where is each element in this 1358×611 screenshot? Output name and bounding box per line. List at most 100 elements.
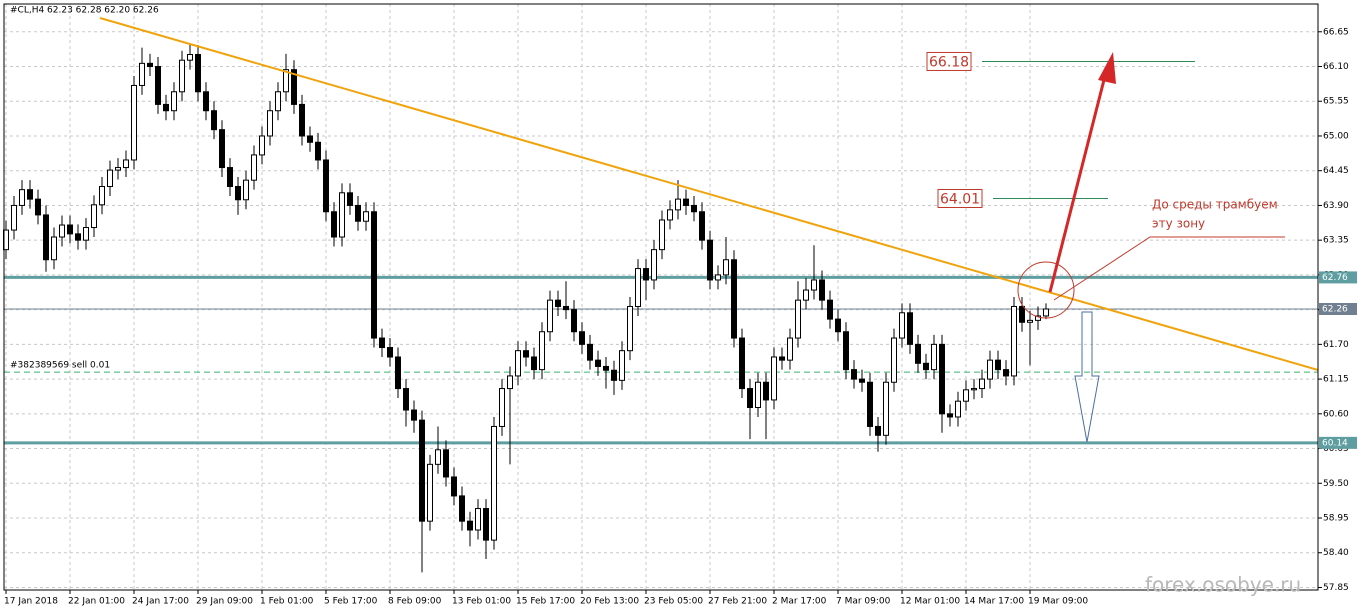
candle-body (595, 359, 601, 367)
candle-body (875, 425, 881, 436)
candle-body (291, 69, 297, 105)
candle-body (171, 91, 177, 112)
candle-body (11, 204, 17, 231)
target-box (926, 51, 972, 71)
candle-body (947, 413, 953, 418)
candle-body (67, 224, 73, 235)
candle-body (995, 359, 1001, 371)
y-tick-label: 65.55 (1323, 97, 1349, 107)
chart-header: #CL,H4 62.23 62.28 62.20 62.26 (10, 6, 159, 16)
candle-body (115, 167, 121, 171)
x-tick-label: 15 Feb 17:00 (516, 597, 575, 607)
candle-body (315, 141, 321, 161)
candle-body (571, 309, 577, 333)
candle-body (51, 236, 57, 261)
annotation-line: До среды трамбуем (1152, 198, 1278, 212)
candle-body (555, 299, 561, 307)
candle-body (963, 389, 969, 402)
candle-body (123, 159, 129, 169)
candle-body (611, 369, 617, 381)
trend-line (99, 17, 1319, 371)
level-label: 62.26 (1322, 304, 1348, 314)
y-tick-label: 60.60 (1323, 409, 1349, 419)
candle-body (411, 409, 417, 421)
candle-body (299, 103, 305, 137)
candle-body (939, 343, 945, 415)
candle-body (739, 337, 745, 390)
candle-body (243, 179, 249, 201)
y-tick-label: 64.45 (1323, 166, 1349, 176)
candle-body (915, 343, 921, 364)
level-box (1319, 302, 1357, 315)
candle-body (747, 388, 753, 409)
candle-body (219, 129, 225, 169)
target-box (937, 188, 983, 208)
candle-body (43, 214, 49, 261)
candle-body (107, 169, 113, 187)
candle-body (1035, 315, 1041, 321)
candle-body (507, 375, 513, 390)
candle-body (859, 378, 865, 383)
y-tick-label: 61.70 (1323, 340, 1349, 350)
annotation-line: эту зону (1152, 217, 1205, 231)
x-tick-label: 19 Mar 09:00 (1028, 597, 1088, 607)
candle-body (643, 268, 649, 281)
x-tick-label: 24 Jan 17:00 (132, 597, 189, 607)
x-tick-label: 7 Mar 09:00 (836, 597, 891, 607)
candle-body (131, 84, 137, 161)
candle-body (307, 135, 313, 143)
candle-body (347, 192, 353, 206)
candle-body (227, 167, 233, 187)
watermark: forex.osobye.ru (1145, 573, 1301, 597)
candle-body (339, 192, 345, 238)
plot-frame (3, 3, 1319, 591)
level-label: 60.14 (1322, 438, 1348, 448)
y-tick-label: 60.05 (1323, 444, 1349, 454)
y-tick-label: 57.85 (1323, 583, 1349, 593)
y-tick-label: 61.15 (1323, 375, 1349, 385)
candle-body (803, 289, 809, 301)
candle-body (467, 520, 473, 531)
candle-body (891, 337, 897, 383)
candle-body (91, 204, 97, 229)
candle-body (867, 381, 873, 427)
y-tick-label: 66.65 (1323, 27, 1349, 37)
order-label: #382389569 sell 0.01 (10, 361, 110, 371)
candle-body (147, 62, 153, 68)
candle-body (483, 508, 489, 541)
candle-body (163, 103, 169, 112)
candle-body (651, 249, 657, 281)
y-tick-label: 63.90 (1323, 201, 1349, 211)
candle-body (75, 233, 81, 241)
candle-body (811, 279, 817, 291)
candle-body (419, 419, 425, 522)
candle-body (83, 227, 89, 241)
candle-body (955, 400, 961, 418)
candle-body (203, 91, 209, 112)
candle-body (1011, 305, 1017, 377)
candle-body (723, 259, 729, 276)
candles (3, 44, 1049, 573)
x-tick-label: 22 Jan 01:00 (68, 597, 125, 607)
candle-body (139, 62, 145, 86)
candle-body (667, 209, 673, 221)
x-tick-label: 20 Feb 13:00 (580, 597, 639, 607)
candle-body (523, 350, 529, 358)
candle-body (539, 331, 545, 371)
candle-body (1043, 308, 1049, 317)
y-tick-label: 58.95 (1323, 514, 1349, 524)
candle-body (899, 312, 905, 339)
candle-body (755, 381, 761, 409)
candle-body (155, 66, 161, 105)
y-tick-label: 59.50 (1323, 479, 1349, 489)
candle-body (387, 347, 393, 358)
candle-body (923, 362, 929, 371)
x-tick-label: 27 Feb 21:00 (708, 597, 767, 607)
levels: 62.76 62.26 60.14 #382389569 sell 0.01 66.18… (4, 51, 1357, 449)
level-label: 62.76 (1322, 273, 1348, 283)
x-tick-label: 14 Mar 17:00 (964, 597, 1024, 607)
candle-body (451, 476, 457, 497)
candle-body (763, 381, 769, 401)
